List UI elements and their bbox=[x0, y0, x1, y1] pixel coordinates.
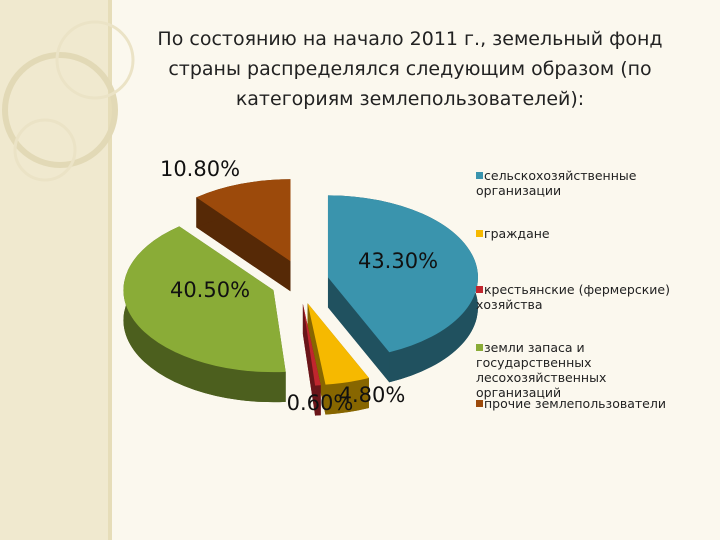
legend-label: земли запаса и государственных лесохозяй… bbox=[476, 340, 607, 400]
slice bbox=[327, 195, 478, 353]
legend-swatch bbox=[476, 172, 483, 179]
slice-rim bbox=[315, 385, 321, 416]
slice bbox=[196, 179, 291, 262]
slice-edge bbox=[302, 303, 316, 416]
slice bbox=[302, 303, 321, 386]
legend-label: крестьянские (фермерские) хозяйства bbox=[476, 282, 670, 312]
legend-item: сельскохозяйственные организации bbox=[476, 168, 691, 198]
data-label: 10.80% bbox=[160, 157, 240, 181]
data-label: 0.60% bbox=[287, 391, 354, 415]
slice-edge bbox=[196, 197, 291, 292]
legend-label: прочие землепользователи bbox=[484, 396, 666, 411]
slice bbox=[307, 303, 369, 385]
legend-label: граждане bbox=[484, 226, 550, 241]
slice bbox=[123, 226, 286, 373]
bg-circle bbox=[13, 118, 77, 182]
slice-edge bbox=[307, 303, 326, 415]
bg-stripe-edge bbox=[108, 0, 112, 540]
bg-stripe bbox=[0, 0, 108, 540]
slice-rim bbox=[325, 378, 369, 415]
data-label: 4.80% bbox=[339, 383, 406, 407]
legend-swatch bbox=[476, 286, 483, 293]
legend-item: прочие землепользователи bbox=[476, 396, 691, 411]
legend-item: земли запаса и государственных лесохозяй… bbox=[476, 340, 691, 400]
legend-swatch bbox=[476, 230, 483, 237]
legend-swatch bbox=[476, 400, 483, 407]
legend-swatch bbox=[476, 344, 483, 351]
legend-item: граждане bbox=[476, 226, 691, 241]
slice-edge bbox=[327, 277, 390, 383]
chart-title: По состоянию на начало 2011 г., земельны… bbox=[157, 28, 663, 110]
legend-item: крестьянские (фермерские) хозяйства bbox=[476, 282, 691, 312]
slice-rim bbox=[123, 226, 286, 403]
data-label: 40.50% bbox=[170, 278, 250, 302]
data-label: 43.30% bbox=[358, 249, 438, 273]
legend-label: сельскохозяйственные организации bbox=[476, 168, 637, 198]
bg-circle bbox=[2, 52, 118, 168]
bg-circle bbox=[55, 20, 135, 100]
